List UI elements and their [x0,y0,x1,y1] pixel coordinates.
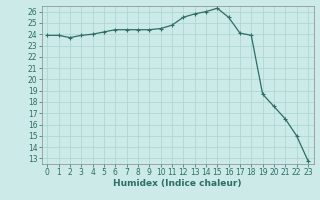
X-axis label: Humidex (Indice chaleur): Humidex (Indice chaleur) [113,179,242,188]
